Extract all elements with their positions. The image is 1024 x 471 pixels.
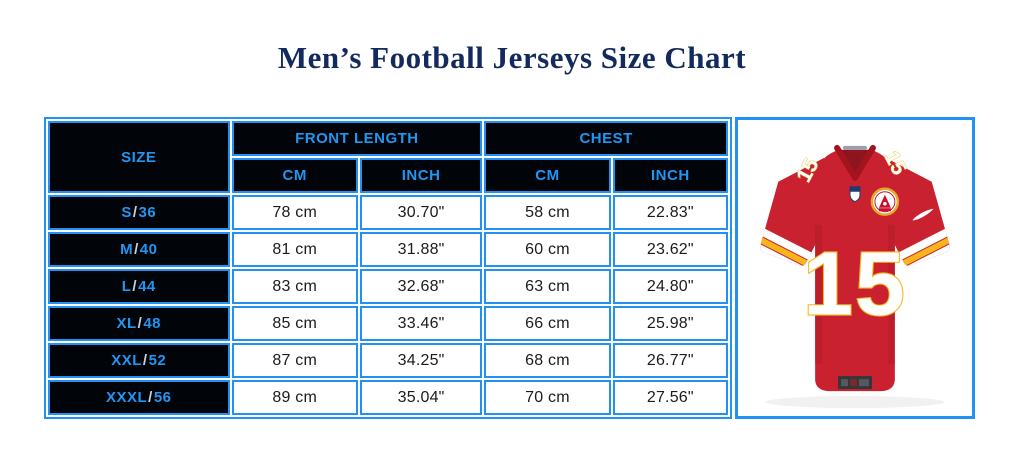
jersey-image: 15 15 15 xyxy=(760,144,950,409)
size-letters: XL xyxy=(116,315,137,332)
chest-inch-value: 26.77" xyxy=(612,343,728,378)
front-length-inch-value: 33.46" xyxy=(359,306,483,341)
front-length-cm-value: 87 cm xyxy=(231,343,358,378)
table-row: XL/48 85 cm 33.46" 66 cm 25.98" xyxy=(48,306,728,341)
size-number: 44 xyxy=(138,278,156,295)
header-row-groups: SIZE FRONT LENGTH CHEST xyxy=(48,121,728,193)
front-length-inch-value: 35.04" xyxy=(359,380,483,415)
page-title: Men’s Football Jerseys Size Chart xyxy=(277,40,747,75)
jersey-collar xyxy=(834,144,876,181)
size-letters: XXXL xyxy=(105,389,148,406)
chest-inch-value: 22.83" xyxy=(612,195,728,230)
size-label: XXXL/56 xyxy=(48,380,230,415)
column-header-chest: CHEST xyxy=(484,121,728,156)
size-slash: / xyxy=(132,278,138,295)
table-row: XXXL/56 89 cm 35.04" 70 cm 27.56" xyxy=(48,380,728,415)
jersey-number: 15 xyxy=(803,234,907,334)
size-letters: M xyxy=(120,241,134,258)
jersey-side-panel-left xyxy=(815,224,823,365)
jersey-jocktag xyxy=(838,376,872,390)
size-slash: / xyxy=(137,315,143,332)
chest-inch-value: 25.98" xyxy=(612,306,728,341)
column-header-front-inch: INCH xyxy=(359,158,483,193)
size-letters: L xyxy=(121,278,132,295)
column-header-size: SIZE xyxy=(48,121,230,193)
column-header-chest-inch: INCH xyxy=(612,158,728,193)
size-letters: XXL xyxy=(111,352,142,369)
chest-inch-value: 23.62" xyxy=(612,232,728,267)
size-label: M/40 xyxy=(48,232,230,267)
front-length-cm-value: 85 cm xyxy=(231,306,358,341)
jersey-shadow xyxy=(765,396,945,409)
nike-swoosh-icon xyxy=(912,208,934,221)
size-number: 40 xyxy=(139,241,158,258)
chest-cm-value: 68 cm xyxy=(484,343,611,378)
column-header-chest-cm: CM xyxy=(484,158,611,193)
nfl-shield-icon xyxy=(849,186,861,203)
size-letters: S xyxy=(121,204,132,221)
table-row: S/36 78 cm 30.70" 58 cm 22.83" xyxy=(48,195,728,230)
size-number: 56 xyxy=(153,389,172,406)
chest-cm-value: 60 cm xyxy=(484,232,611,267)
chest-cm-value: 66 cm xyxy=(484,306,611,341)
jersey-neck-opening xyxy=(839,149,871,180)
size-label: XXL/52 xyxy=(48,343,230,378)
size-number: 52 xyxy=(148,352,167,369)
chest-cm-value: 63 cm xyxy=(484,269,611,304)
size-label: L/44 xyxy=(48,269,230,304)
size-chart-table: SIZE FRONT LENGTH CHEST CM INCH CM INCH … xyxy=(44,117,732,419)
front-length-inch-value: 30.70" xyxy=(359,195,483,230)
size-slash: / xyxy=(148,389,153,406)
column-header-front-cm: CM xyxy=(231,158,358,193)
front-length-inch-value: 31.88" xyxy=(359,232,483,267)
front-length-inch-value: 32.68" xyxy=(359,269,483,304)
front-length-inch-value: 34.25" xyxy=(359,343,483,378)
front-length-cm-value: 83 cm xyxy=(231,269,358,304)
table-row: L/44 83 cm 32.68" 63 cm 24.80" xyxy=(48,269,728,304)
size-slash: / xyxy=(134,241,139,258)
chest-cm-value: 58 cm xyxy=(484,195,611,230)
front-length-cm-value: 89 cm xyxy=(231,380,358,415)
front-length-cm-value: 78 cm xyxy=(231,195,358,230)
size-slash: / xyxy=(132,204,138,221)
chest-inch-value: 24.80" xyxy=(612,269,728,304)
size-number: 36 xyxy=(138,204,157,221)
chest-cm-value: 70 cm xyxy=(484,380,611,415)
column-header-front-length: FRONT LENGTH xyxy=(231,121,483,156)
jersey-collar-back-strip xyxy=(843,145,867,150)
team-patch-icon xyxy=(870,187,900,216)
size-number: 48 xyxy=(143,315,162,332)
content-area: SIZE FRONT LENGTH CHEST CM INCH CM INCH … xyxy=(44,117,975,419)
size-label: XL/48 xyxy=(48,306,230,341)
table-row: M/40 81 cm 31.88" 60 cm 23.62" xyxy=(48,232,728,267)
header-row-units: CM INCH CM INCH xyxy=(48,158,728,193)
jersey-image-panel: 15 15 15 xyxy=(735,117,975,419)
size-slash: / xyxy=(142,352,148,369)
front-length-cm-value: 81 cm xyxy=(231,232,358,267)
table-row: XXL/52 87 cm 34.25" 68 cm 26.77" xyxy=(48,343,728,378)
chest-inch-value: 27.56" xyxy=(612,380,728,415)
size-label: S/36 xyxy=(48,195,230,230)
jersey-side-panel-right xyxy=(887,224,895,365)
